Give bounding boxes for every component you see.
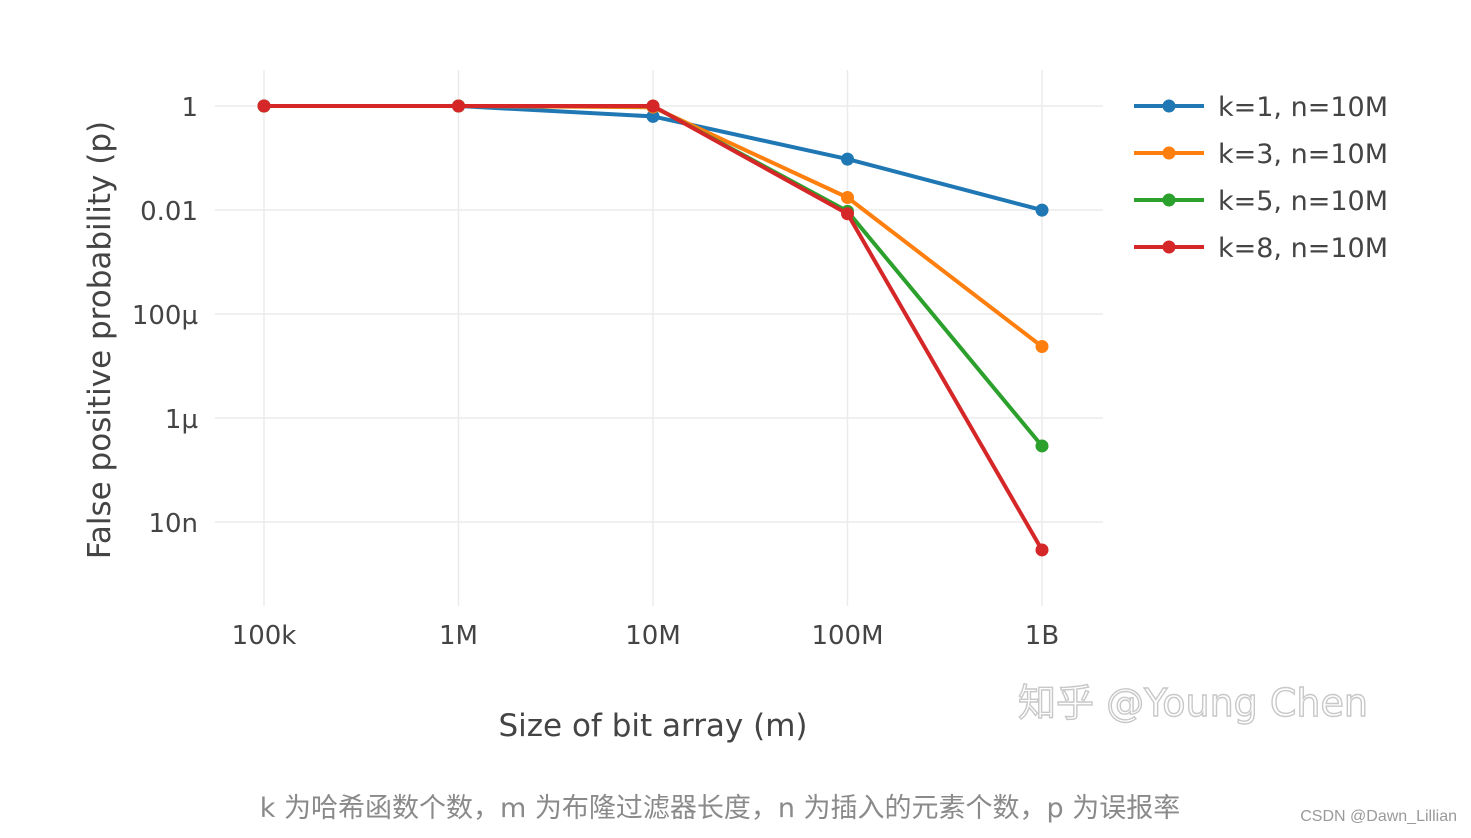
y-tick-label: 10n [148,509,198,539]
data-point [1035,203,1049,217]
data-point [841,207,854,221]
legend-label: k=8, n=10M [1218,233,1388,264]
x-axis-title: Size of bit array (m) [498,708,807,744]
series-group [257,99,1049,557]
y-tick-label: 0.01 [140,197,198,227]
y-axis-title: False positive probability (p) [82,121,118,559]
legend-label: k=5, n=10M [1218,186,1388,217]
legend-label: k=1, n=10M [1218,92,1388,123]
legend-swatch-marker [1162,193,1176,207]
data-point [1035,340,1049,354]
x-tick-label: 10M [625,621,681,651]
x-tick-label: 1M [439,621,478,651]
y-tick-label: 1µ [165,405,198,435]
data-point [841,152,854,166]
y-tick-label: 1 [181,93,198,123]
x-tick-labels: 100k 1M 10M 100M 1B [232,621,1060,651]
x-tick-label: 1B [1025,621,1059,651]
figure-caption: k 为哈希函数个数，m 为布隆过滤器长度，n 为插入的元素个数，p 为误报率 [259,793,1181,824]
legend-swatch-marker [1162,240,1176,254]
x-tick-label: 100k [232,621,297,651]
grid [215,70,1103,606]
legend: k=1, n=10M k=3, n=10M k=5, n=10M k=8, n=10M [1134,92,1388,264]
data-point [257,99,271,113]
y-tick-labels: 1 0.01 100µ 1µ 10n [132,93,198,539]
data-point [646,99,660,113]
legend-label: k=3, n=10M [1218,139,1388,170]
legend-swatch-marker [1162,99,1176,113]
y-tick-label: 100µ [132,301,198,331]
x-tick-label: 100M [811,621,883,651]
data-point [1035,439,1049,453]
legend-swatch-marker [1162,146,1176,160]
data-point [1035,543,1049,557]
data-point [452,99,465,113]
data-point [646,109,660,123]
source-credit: CSDN @Dawn_Lillian [1300,808,1457,825]
watermark: 知乎 @Young Chen [1018,681,1368,725]
data-point [841,190,854,204]
